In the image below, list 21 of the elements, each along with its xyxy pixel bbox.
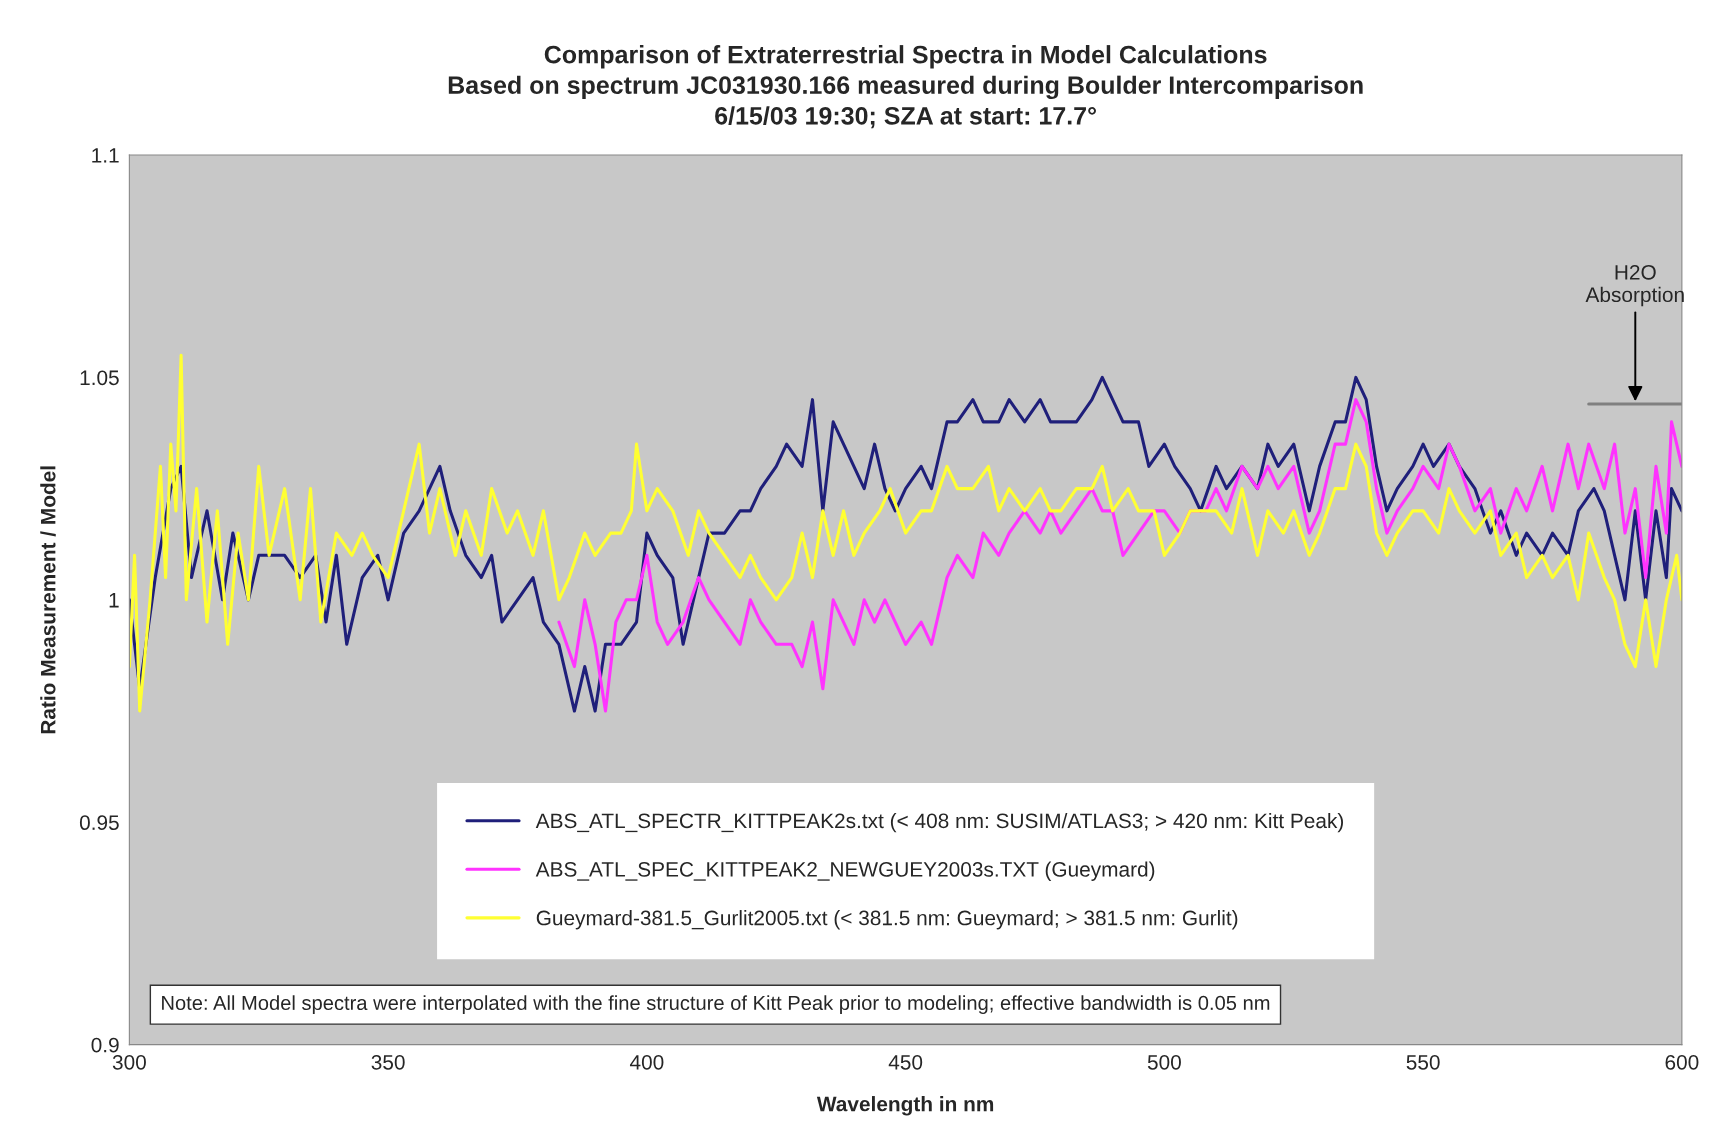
line-series — [557, 398, 1682, 713]
legend-label: Gueymard-381.5_Gurlit2005.txt (< 381.5 nm: Gueymard; > 381.5 nm: Gurlit) — [536, 910, 1238, 930]
x-tick-label: 550 — [1406, 1054, 1440, 1070]
annotation: Note: All Model spectra were interpolated with the fine structure of Kitt Peak prior to modeling; effective bandwidth is 0.05 nm — [162, 995, 1270, 1015]
chart-title: Comparison of Extraterrestrial Spectra in Model Calculations Based on spectrum JC031930.166 measured during Boulder Intercomparison 6/15/03 19:30; SZA at start: 17.7° — [448, 45, 1363, 129]
x-tick-label: 300 — [112, 1054, 146, 1070]
y-tick-label: 0.9 — [91, 1037, 119, 1053]
y-tick-label: 1.05 — [80, 370, 119, 386]
annotation: H2O Absorption — [1585, 264, 1684, 307]
x-axis-title: Wavelength in nm — [816, 1096, 994, 1116]
legend-label: ABS_ATL_SPEC_KITTPEAK2_NEWGUEY2003s.TXT (Gueymard) — [535, 861, 1155, 881]
y-tick-label: 1 — [109, 593, 119, 608]
y-tick-label: 0.95 — [79, 815, 119, 831]
y-axis-title: Ratio Measurement / Model — [40, 466, 56, 734]
x-tick-label: 500 — [1147, 1054, 1181, 1070]
x-tick-label: 400 — [629, 1054, 664, 1070]
legend-label: ABS_ATL_SPECTR_KITTPEAK2s.txt (< 408 nm: SUSIM/ATLAS3; > 420 nm: Kitt Peak) — [535, 812, 1344, 833]
y-tick-label: 1.1 — [92, 148, 119, 163]
x-tick-label: 600 — [1665, 1054, 1699, 1070]
x-tick-label: 450 — [888, 1054, 923, 1070]
x-tick-label: 350 — [371, 1054, 405, 1070]
